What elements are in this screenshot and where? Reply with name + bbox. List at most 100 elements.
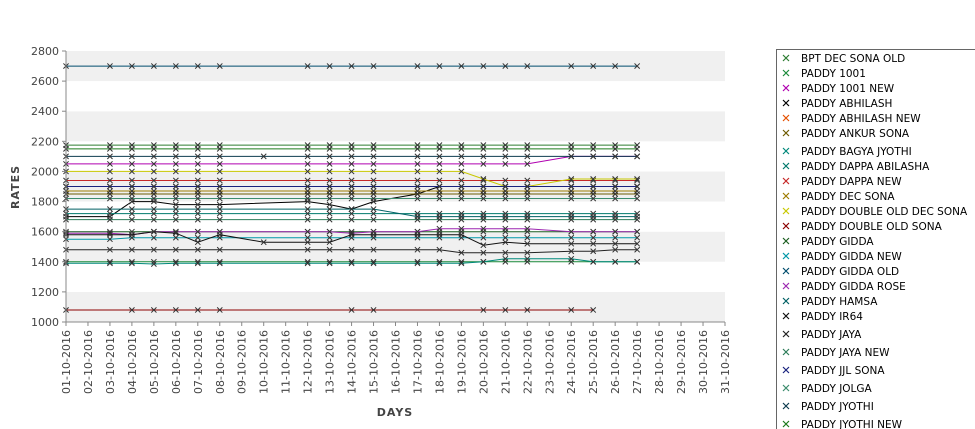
y-tick-label: 2800: [31, 45, 59, 58]
data-point: [480, 216, 487, 223]
series-23: [63, 145, 641, 152]
data-point: [370, 210, 377, 217]
data-point: [480, 307, 487, 313]
x-axis-title: DAYS: [377, 406, 413, 419]
legend-item: PADDY GIDDA OLD: [782, 266, 899, 278]
data-point: [458, 168, 465, 175]
x-tick-label: 14-10-2016: [346, 330, 359, 394]
legend-label: PADDY DAPPA NEW: [801, 176, 902, 188]
data-point: [480, 160, 487, 167]
data-point: [150, 188, 157, 194]
data-point: [480, 183, 487, 190]
data-point: [370, 260, 377, 267]
data-point: [128, 307, 135, 313]
data-point: [590, 176, 597, 182]
x-tick-label: 26-10-2016: [609, 330, 622, 394]
data-point: [128, 195, 135, 202]
x-tick-label: 07-10-2016: [192, 330, 205, 394]
data-point: [590, 248, 597, 255]
data-point: [524, 307, 531, 313]
legend-item: PADDY DOUBLE OLD SONA: [782, 221, 943, 233]
data-point: [436, 177, 443, 184]
data-point: [194, 201, 201, 208]
data-point: [194, 307, 201, 313]
data-point: [502, 255, 509, 262]
data-point: [414, 63, 421, 70]
data-point: [436, 195, 443, 202]
series-17: [63, 228, 641, 249]
data-point: [194, 216, 201, 223]
data-point: [634, 216, 641, 223]
data-point: [480, 225, 487, 232]
grid-band: [66, 111, 725, 142]
data-point: [216, 260, 223, 267]
data-point: [326, 63, 333, 70]
series-13: [63, 234, 641, 243]
legend-marker: [782, 177, 790, 185]
data-point: [524, 153, 531, 160]
data-point: [194, 168, 201, 175]
legend-marker: [782, 114, 790, 122]
x-tick-label: 06-10-2016: [170, 330, 183, 394]
x-tick-label: 24-10-2016: [565, 330, 578, 394]
data-point: [106, 206, 113, 213]
data-point: [150, 177, 157, 184]
data-point: [194, 188, 201, 194]
data-point: [480, 153, 487, 160]
data-point: [216, 177, 223, 184]
data-point: [436, 168, 443, 175]
data-point: [634, 183, 641, 190]
data-point: [502, 63, 509, 70]
data-point: [612, 195, 619, 202]
data-point: [150, 216, 157, 223]
legend-marker: [782, 69, 790, 77]
data-point: [216, 216, 223, 223]
data-point: [304, 145, 311, 152]
data-point: [524, 240, 531, 247]
data-point: [216, 206, 223, 213]
data-point: [436, 63, 443, 70]
data-point: [568, 255, 575, 262]
data-point: [436, 153, 443, 160]
data-point: [128, 210, 135, 217]
data-point: [106, 231, 113, 238]
data-point: [260, 239, 267, 246]
data-point: [348, 63, 355, 70]
grid-band: [66, 231, 725, 262]
data-point: [150, 160, 157, 167]
data-point: [502, 153, 509, 160]
data-point: [150, 195, 157, 202]
data-point: [480, 249, 487, 256]
data-point: [150, 307, 157, 313]
data-point: [106, 236, 113, 243]
data-point: [524, 216, 531, 223]
data-point: [370, 168, 377, 175]
data-point: [634, 153, 641, 160]
data-point: [370, 195, 377, 202]
data-point: [216, 183, 223, 190]
data-point: [370, 216, 377, 223]
legend-label: PADDY GIDDA NEW: [801, 251, 902, 263]
data-point: [150, 228, 157, 235]
legend-item: PADDY DAPPA NEW: [782, 176, 902, 188]
data-point: [216, 188, 223, 194]
legend-item: PADDY DEC SONA: [782, 191, 895, 203]
data-point: [568, 195, 575, 202]
data-point: [106, 168, 113, 175]
legend-marker: [782, 237, 790, 245]
data-point: [128, 168, 135, 175]
data-point: [414, 246, 421, 253]
data-point: [634, 195, 641, 202]
data-point: [194, 63, 201, 70]
data-point: [524, 195, 531, 202]
data-point: [348, 168, 355, 175]
x-tick-label: 11-10-2016: [280, 330, 293, 394]
data-point: [436, 183, 443, 190]
series-16: [63, 206, 641, 220]
data-point: [370, 177, 377, 184]
series-layer: [63, 63, 641, 313]
data-point: [634, 176, 641, 182]
data-point: [106, 153, 113, 160]
x-tick-label: 12-10-2016: [302, 330, 315, 394]
axes: 1000 1200 1400 1600 1800 2000 2200 2400 2600 2800…: [31, 45, 732, 394]
